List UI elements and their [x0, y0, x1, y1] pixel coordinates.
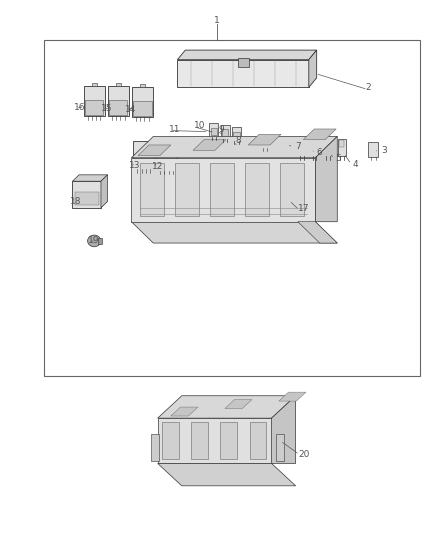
Polygon shape [158, 464, 296, 486]
Ellipse shape [88, 235, 101, 247]
Text: 10: 10 [194, 122, 205, 130]
Polygon shape [138, 145, 171, 156]
FancyBboxPatch shape [85, 100, 103, 115]
FancyBboxPatch shape [221, 125, 230, 139]
FancyBboxPatch shape [156, 143, 177, 171]
FancyBboxPatch shape [98, 238, 102, 244]
FancyBboxPatch shape [191, 422, 208, 459]
FancyBboxPatch shape [325, 140, 330, 147]
Text: 7: 7 [295, 142, 301, 151]
FancyBboxPatch shape [162, 422, 179, 459]
Text: 18: 18 [70, 197, 81, 206]
Text: 4: 4 [353, 160, 358, 168]
Polygon shape [298, 222, 337, 243]
FancyBboxPatch shape [133, 141, 154, 169]
FancyBboxPatch shape [238, 58, 249, 67]
Text: 15: 15 [101, 104, 112, 112]
FancyBboxPatch shape [339, 140, 344, 147]
FancyBboxPatch shape [140, 163, 164, 216]
FancyBboxPatch shape [300, 140, 305, 147]
Polygon shape [171, 407, 198, 416]
FancyBboxPatch shape [132, 87, 153, 117]
FancyBboxPatch shape [92, 83, 97, 86]
Polygon shape [309, 50, 317, 87]
Text: 2: 2 [365, 83, 371, 92]
Polygon shape [158, 395, 296, 418]
Text: 13: 13 [129, 161, 141, 169]
Text: 19: 19 [88, 236, 99, 245]
FancyBboxPatch shape [151, 434, 159, 461]
Polygon shape [177, 60, 309, 87]
Text: 6: 6 [317, 148, 323, 157]
FancyBboxPatch shape [338, 139, 346, 156]
Text: 5: 5 [336, 154, 342, 163]
FancyBboxPatch shape [73, 181, 101, 208]
Polygon shape [303, 129, 336, 140]
FancyBboxPatch shape [175, 163, 199, 216]
FancyBboxPatch shape [232, 127, 241, 141]
FancyBboxPatch shape [134, 154, 153, 167]
Polygon shape [73, 175, 107, 181]
FancyBboxPatch shape [261, 135, 269, 148]
Text: 9: 9 [219, 125, 225, 134]
FancyBboxPatch shape [157, 155, 176, 169]
Polygon shape [131, 222, 337, 243]
FancyBboxPatch shape [245, 163, 269, 216]
Text: 16: 16 [74, 103, 86, 111]
FancyBboxPatch shape [209, 123, 218, 137]
Text: 14: 14 [125, 105, 136, 114]
Polygon shape [177, 50, 317, 60]
FancyBboxPatch shape [108, 86, 129, 116]
Polygon shape [248, 134, 281, 145]
FancyBboxPatch shape [312, 140, 317, 147]
Text: 8: 8 [236, 136, 242, 145]
FancyBboxPatch shape [280, 163, 304, 216]
FancyBboxPatch shape [133, 101, 152, 116]
FancyBboxPatch shape [222, 130, 228, 137]
Polygon shape [193, 140, 226, 150]
FancyBboxPatch shape [211, 128, 217, 135]
Text: 12: 12 [152, 162, 163, 171]
Text: 1: 1 [214, 16, 220, 25]
FancyBboxPatch shape [109, 100, 127, 115]
Bar [44, 40, 420, 376]
Polygon shape [272, 395, 296, 464]
Text: 20: 20 [298, 450, 310, 458]
FancyBboxPatch shape [233, 132, 240, 140]
FancyBboxPatch shape [210, 163, 234, 216]
FancyBboxPatch shape [116, 83, 121, 86]
FancyBboxPatch shape [84, 86, 105, 116]
FancyBboxPatch shape [298, 139, 306, 156]
FancyBboxPatch shape [250, 422, 266, 459]
Text: 3: 3 [381, 146, 387, 155]
Polygon shape [225, 400, 252, 408]
Polygon shape [131, 136, 337, 158]
Text: 11: 11 [170, 125, 181, 134]
FancyBboxPatch shape [311, 139, 318, 156]
Polygon shape [131, 158, 315, 222]
Polygon shape [158, 418, 272, 464]
FancyBboxPatch shape [368, 142, 378, 157]
Text: 17: 17 [298, 205, 309, 213]
FancyBboxPatch shape [74, 192, 99, 205]
FancyBboxPatch shape [276, 434, 284, 461]
Polygon shape [279, 392, 306, 401]
FancyBboxPatch shape [324, 139, 332, 156]
Polygon shape [315, 136, 337, 222]
Polygon shape [101, 175, 107, 208]
FancyBboxPatch shape [220, 422, 237, 459]
FancyBboxPatch shape [140, 84, 145, 87]
